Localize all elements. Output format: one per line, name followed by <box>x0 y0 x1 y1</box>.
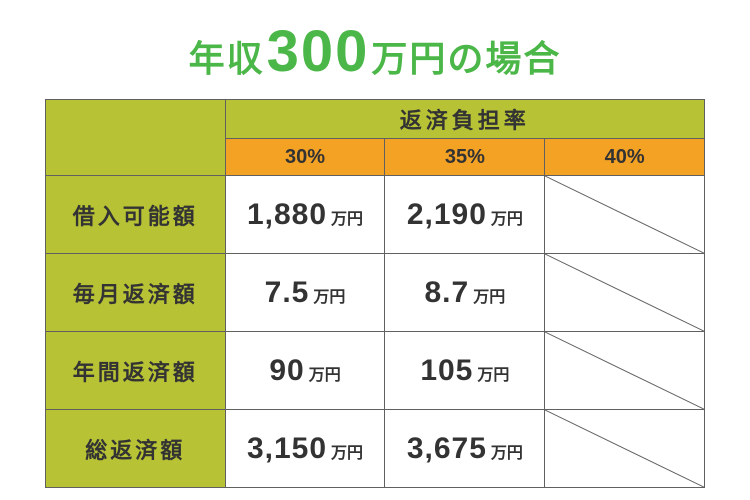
cell-0-2-na <box>545 176 705 254</box>
cell-0-0: 1,880万円 <box>225 176 385 254</box>
cell-unit: 万円 <box>331 439 363 463</box>
cell-1-0: 7.5万円 <box>225 254 385 332</box>
col-header-2: 40% <box>545 139 705 176</box>
row-label-3: 総返済額 <box>46 410 226 488</box>
corner-cell <box>46 100 226 176</box>
cell-value: 8.7 <box>424 276 469 310</box>
cell-unit: 万円 <box>309 361 341 385</box>
cell-unit: 万円 <box>491 439 523 463</box>
row-label-1: 毎月返済額 <box>46 254 226 332</box>
cell-1-2-na <box>545 254 705 332</box>
title-suf: 万円の場合 <box>371 30 561 82</box>
na-slash-icon <box>545 254 704 331</box>
col-header-0: 30% <box>225 139 385 176</box>
table-row: 毎月返済額 7.5万円 8.7万円 <box>46 254 705 332</box>
cell-unit: 万円 <box>477 361 509 385</box>
cell-2-2-na <box>545 332 705 410</box>
na-slash-icon <box>545 332 704 409</box>
cell-unit: 万円 <box>313 283 345 307</box>
table-row: 年間返済額 90万円 105万円 <box>46 332 705 410</box>
cell-value: 3,675 <box>407 432 487 466</box>
cell-value: 2,190 <box>407 198 487 232</box>
cell-value: 3,150 <box>247 432 327 466</box>
cell-unit: 万円 <box>473 283 505 307</box>
page-title: 年収 300 万円の場合 <box>189 18 562 85</box>
cell-value: 7.5 <box>265 276 310 310</box>
row-label-2: 年間返済額 <box>46 332 226 410</box>
cell-2-1: 105万円 <box>385 332 545 410</box>
cell-1-1: 8.7万円 <box>385 254 545 332</box>
cell-3-0: 3,150万円 <box>225 410 385 488</box>
table-row: 借入可能額 1,880万円 2,190万円 <box>46 176 705 254</box>
na-slash-icon <box>545 410 704 487</box>
title-pre: 年収 <box>189 30 265 82</box>
cell-value: 1,880 <box>247 198 327 232</box>
row-label-0: 借入可能額 <box>46 176 226 254</box>
cell-3-2-na <box>545 410 705 488</box>
col-header-1: 35% <box>385 139 545 176</box>
cell-unit: 万円 <box>331 205 363 229</box>
loan-table: 返済負担率 30% 35% 40% 借入可能額 1,880万円 2,190万円 … <box>45 99 705 488</box>
cell-value: 90 <box>269 354 304 388</box>
cell-0-1: 2,190万円 <box>385 176 545 254</box>
cell-unit: 万円 <box>491 205 523 229</box>
table-row: 総返済額 3,150万円 3,675万円 <box>46 410 705 488</box>
header-group-label: 返済負担率 <box>225 100 704 139</box>
cell-3-1: 3,675万円 <box>385 410 545 488</box>
cell-value: 105 <box>420 354 473 388</box>
title-num: 300 <box>267 18 370 85</box>
na-slash-icon <box>545 176 704 253</box>
cell-2-0: 90万円 <box>225 332 385 410</box>
